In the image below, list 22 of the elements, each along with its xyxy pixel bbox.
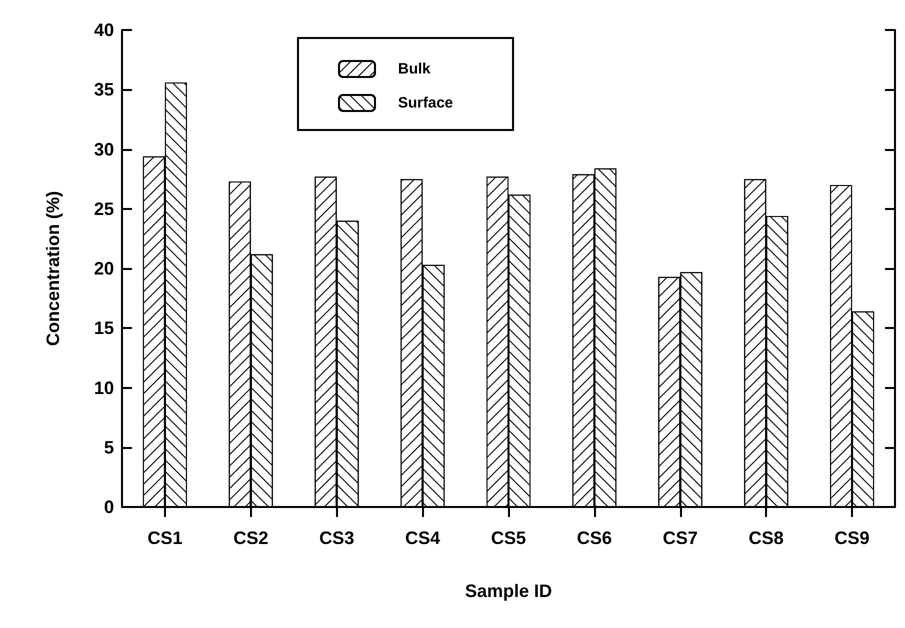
- y-tick-label: 25: [94, 198, 114, 219]
- y-tick-label: 10: [94, 378, 114, 398]
- y-tick-label: 0: [104, 497, 114, 517]
- x-tick-label: CS5: [490, 528, 526, 548]
- y-axis-title: Concentration (%): [43, 191, 63, 346]
- x-tick-label: CS2: [233, 528, 268, 548]
- y-tick-label: 20: [94, 258, 114, 278]
- y-tick-label: 15: [94, 318, 114, 338]
- x-tick-label: CS3: [319, 528, 354, 548]
- x-tick-label: CS1: [147, 528, 182, 548]
- y-tick-label: 5: [104, 437, 114, 458]
- x-axis-title: Sample ID: [464, 581, 552, 601]
- x-tick-label: CS8: [748, 528, 784, 548]
- y-tick-label: 35: [94, 80, 114, 100]
- y-tick-label: 30: [94, 139, 114, 160]
- legend-label: Surface: [398, 94, 454, 112]
- x-tick-label: CS7: [662, 528, 698, 548]
- x-tick-label: CS4: [405, 528, 440, 548]
- x-tick-label: CS9: [834, 528, 870, 548]
- y-tick-label: 40: [94, 20, 114, 40]
- x-tick-label: CS6: [576, 528, 612, 548]
- legend-label: Bulk: [398, 60, 432, 78]
